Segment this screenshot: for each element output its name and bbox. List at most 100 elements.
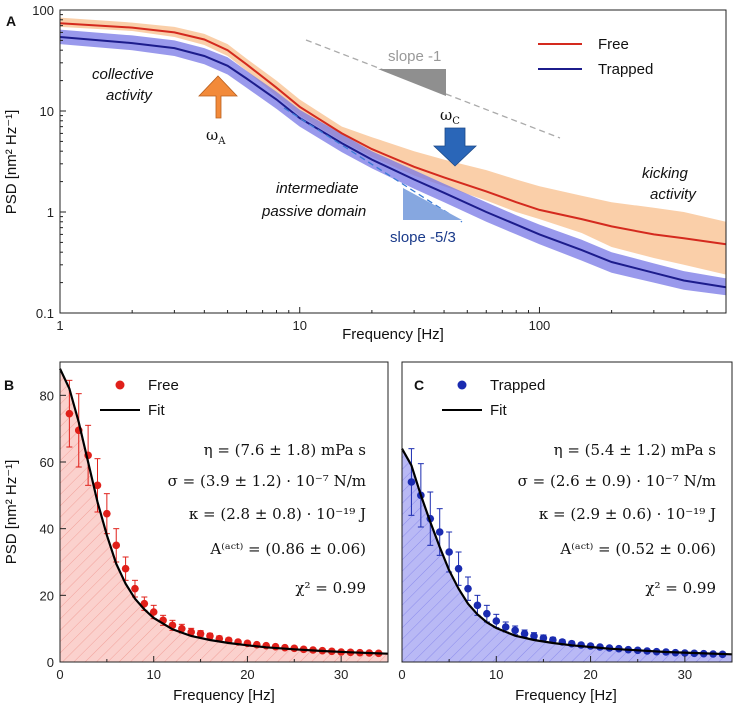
data-point	[445, 548, 453, 556]
omega-a-label: ωA	[206, 126, 226, 147]
x-tick-label: 10	[146, 667, 160, 682]
param-c-kappa: κ = (2.9 ± 0.6) · 10⁻¹⁹ J	[539, 505, 716, 523]
param-c-chi2: χ² = 0.99	[645, 579, 716, 597]
slope-minus-1-label: slope -1	[388, 48, 441, 65]
panel-b-ylabel: PSD [nm² Hz⁻¹]	[3, 460, 20, 565]
data-point	[196, 629, 205, 638]
panel-c-params: η = (5.4 ± 1.2) mPa s σ = (2.6 ± 0.9) · …	[518, 441, 716, 597]
param-c-aact: A⁽ᵃᶜᵗ⁾ = (0.52 ± 0.06)	[559, 540, 716, 558]
panel-b: B 0 10 20 30 0 20 40 60 80 Frequency [Hz] PSD [n…	[3, 361, 389, 704]
legend-trapped-label: Trapped	[598, 61, 653, 78]
panel-a-frame	[59, 9, 727, 314]
data-point	[187, 628, 195, 636]
data-point	[464, 584, 472, 593]
x-tick-label: 20	[583, 667, 597, 682]
panel-a-legend: Free Trapped	[538, 36, 653, 78]
data-point	[407, 478, 416, 486]
data-point	[121, 564, 130, 573]
panel-c-xlabel: Frequency [Hz]	[515, 687, 617, 704]
data-point	[473, 601, 482, 610]
x-tick-label: 0	[398, 667, 405, 682]
series-line-free	[59, 22, 727, 246]
x-tick-label: 30	[334, 667, 348, 682]
intermediate-line1: intermediate	[276, 180, 359, 197]
omega-c-label: ωC	[440, 106, 460, 127]
legend-b-free-label: Free	[148, 377, 179, 394]
x-tick-label: 10	[489, 667, 503, 682]
intermediate-line2: passive domain	[261, 203, 366, 220]
param-b-aact: A⁽ᵃᶜᵗ⁾ = (0.86 ± 0.06)	[209, 540, 366, 558]
data-point	[103, 509, 111, 518]
B-fit-line	[59, 368, 389, 655]
C-fit-line	[401, 448, 733, 656]
data-point	[511, 626, 519, 635]
data-point	[454, 564, 463, 573]
y-tick-label-a: 1	[47, 205, 54, 220]
panel-b-xlabel: Frequency [Hz]	[173, 687, 275, 704]
data-point	[483, 609, 491, 618]
y-tick-label-a: 10	[40, 104, 54, 119]
legend-b-fit-label: Fit	[148, 402, 165, 419]
legend-c-fit-label: Fit	[490, 402, 507, 419]
slope-minus-53-triangle	[403, 188, 462, 220]
slope-minus-53-label: slope -5/3	[390, 229, 456, 246]
y-tick-label: 0	[47, 655, 54, 670]
band-free	[60, 17, 726, 275]
panel-b-legend: Free Fit	[100, 377, 179, 419]
panel-a-letter: A	[6, 13, 16, 29]
data-point	[206, 632, 214, 640]
panel-b-params: η = (7.6 ± 1.8) mPa s σ = (3.9 ± 1.2) · …	[168, 441, 366, 597]
param-b-kappa: κ = (2.8 ± 0.8) · 10⁻¹⁹ J	[189, 505, 366, 523]
y-tick-label-a: 0.1	[36, 306, 54, 321]
omega-a-arrow	[198, 75, 238, 119]
data-point	[520, 629, 529, 638]
panel-a-ylabel: PSD [nm² Hz⁻¹]	[3, 110, 20, 215]
data-point	[501, 623, 510, 631]
param-c-sigma: σ = (2.6 ± 0.9) · 10⁻⁷ N/m	[518, 472, 716, 490]
x-tick-label-a: 100	[529, 318, 551, 333]
panel-a-xlabel: Frequency [Hz]	[342, 326, 444, 343]
kicking-activity-line1: kicking	[642, 165, 689, 182]
B-area-fill	[60, 368, 388, 662]
band-trapped	[60, 29, 726, 296]
data-point	[131, 584, 139, 593]
x-tick-label-a: 1	[56, 318, 63, 333]
slope-minus-53-guide	[283, 107, 463, 223]
y-tick-label: 20	[40, 588, 54, 603]
param-b-chi2: χ² = 0.99	[295, 579, 366, 597]
data-point	[530, 632, 538, 640]
x-tick-label-a: 10	[292, 318, 306, 333]
data-point	[149, 608, 158, 616]
legend-c-trapped-marker	[457, 380, 467, 390]
param-c-eta: η = (5.4 ± 1.2) mPa s	[554, 441, 716, 459]
data-point	[539, 634, 548, 642]
x-tick-label: 0	[56, 667, 63, 682]
data-point	[93, 481, 102, 490]
data-point	[271, 642, 280, 651]
series-line-trapped	[59, 36, 727, 289]
panel-b-frame	[59, 361, 389, 663]
C-area-fill	[402, 448, 732, 662]
panel-c-legend: Trapped Fit	[442, 377, 545, 419]
kicking-activity-line2: activity	[650, 186, 697, 203]
panel-b-letter: B	[4, 377, 14, 393]
slope-minus-1-guide	[305, 39, 561, 139]
panel-c: C 0 10 20 30 Frequency [Hz] Trapped Fit η =…	[398, 361, 733, 704]
data-point	[435, 528, 444, 536]
y-tick-label-a: 100	[32, 3, 54, 18]
data-point	[492, 617, 501, 625]
legend-c-trapped-label: Trapped	[490, 377, 545, 394]
collective-activity-line2: activity	[106, 87, 153, 104]
y-tick-label: 80	[40, 388, 54, 403]
param-b-sigma: σ = (3.9 ± 1.2) · 10⁻⁷ N/m	[168, 472, 366, 490]
legend-b-free-marker	[115, 380, 125, 390]
param-b-eta: η = (7.6 ± 1.8) mPa s	[204, 441, 366, 459]
x-tick-label: 20	[240, 667, 254, 682]
x-tick-label: 30	[678, 667, 692, 682]
legend-free-label: Free	[598, 36, 629, 53]
data-point	[178, 624, 186, 633]
data-point	[65, 409, 74, 418]
panel-c-frame	[401, 361, 733, 663]
data-point	[112, 541, 121, 550]
